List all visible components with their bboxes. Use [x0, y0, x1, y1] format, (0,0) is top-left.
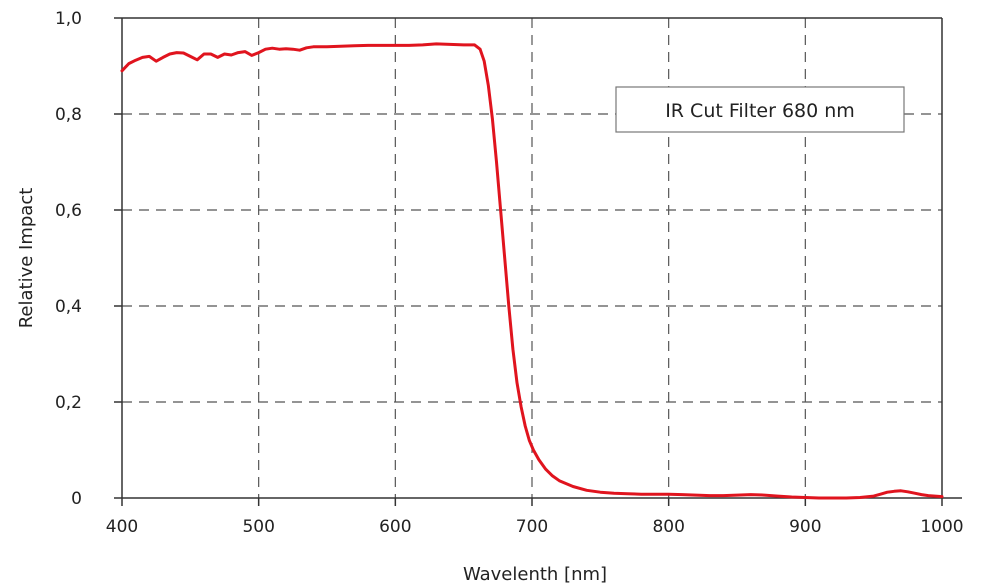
series-layer — [120, 42, 944, 500]
y-tick-label: 0,6 — [55, 201, 82, 221]
series-line-0 — [120, 42, 944, 500]
legend-entry-ir-cut-filter: IR Cut Filter 680 nm — [665, 100, 855, 122]
legend-box — [615, 86, 905, 133]
y-tick-label: 0,2 — [55, 393, 82, 413]
x-tick-label: 600 — [379, 517, 411, 537]
y-tick-label: 0,4 — [55, 297, 82, 317]
y-axis-title: Relative Impact — [16, 188, 37, 329]
x-tick-label: 800 — [652, 517, 684, 537]
x-tick-label: 400 — [106, 517, 138, 537]
x-tick-label: 500 — [242, 517, 274, 537]
y-tick-label: 0,8 — [55, 105, 82, 125]
grid — [122, 18, 942, 498]
legend: IR Cut Filter 680 nm — [615, 86, 905, 133]
x-tick-label: 1000 — [920, 517, 963, 537]
y-tick-label: 0 — [71, 489, 82, 509]
x-tick-label: 900 — [789, 517, 821, 537]
tick-labels: 400 500 600 700 800 900 1000 0 0,2 0,4 0,6 0,8 1,0 — [55, 9, 964, 537]
x-tick-label: 700 — [516, 517, 548, 537]
x-axis-title: Wavelenth [nm] — [463, 564, 607, 585]
y-tick-label: 1,0 — [55, 9, 82, 29]
